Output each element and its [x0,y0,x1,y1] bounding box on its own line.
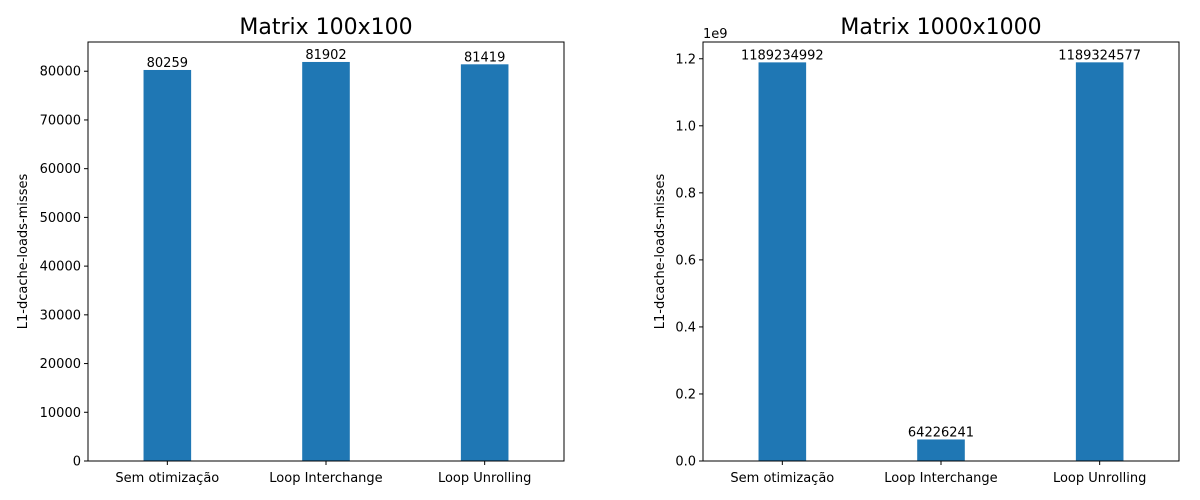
matrix-100-ylabel: L1-dcache-loads-misses [16,174,31,330]
chart-matrix-1000: Matrix 1000x1000 1189234992 64226241 118932… [653,15,1180,486]
matrix-1000-data-label-2: 1189324577 [1058,48,1141,63]
matrix-100-ytick-label-2: 20000 [40,357,81,372]
matrix-100-data-label-0: 80259 [147,56,188,71]
matrix-100-ytick-label-6: 60000 [40,162,81,177]
matrix-100-bar-2 [460,64,509,461]
matrix-100-ytick-label-1: 10000 [40,406,81,421]
matrix-1000-ytick-label-0: 0.0 [675,455,696,470]
matrix-100-ytick-label-7: 70000 [40,113,81,128]
matrix-1000-ytick-label-4: 0.8 [675,186,696,201]
matrix-1000-data-label-0: 1189234992 [741,48,824,63]
matrix-100-data-label-2: 81419 [464,50,505,65]
matrix-100-ytick-label-3: 30000 [40,308,81,323]
matrix-1000-ytick-label-6: 1.2 [675,52,696,67]
matrix-100-data-label-1: 81902 [305,48,346,63]
matrix-1000-bar-0 [758,62,807,461]
matrix-100-xtick-label-0: Sem otimização [115,471,219,486]
matrix-100-title: Matrix 100x100 [239,15,412,40]
matrix-100-bar-0 [143,69,192,461]
matrix-100-ytick-label-0: 0 [73,455,81,470]
matrix-100-ytick-label-8: 80000 [40,65,81,80]
matrix-100-xtick-label-2: Loop Unrolling [438,471,531,486]
matrix-1000-ytick-label-2: 0.4 [675,320,696,335]
matrix-1000-ytick-label-5: 1.0 [675,119,696,134]
matrix-1000-bar-1 [917,439,965,461]
matrix-1000-title: Matrix 1000x1000 [840,15,1041,40]
matrix-100-xtick-label-1: Loop Interchange [269,471,382,486]
chart-matrix-100: Matrix 100x100 80259 81902 81419 0 10000 20000… [16,15,565,486]
matrix-100-ytick-label-4: 40000 [40,260,81,275]
matrix-1000-xtick-label-2: Loop Unrolling [1053,471,1146,486]
matrix-100-bar-1 [302,61,350,462]
matrix-1000-ytick-label-3: 0.6 [675,253,696,268]
matrix-1000-xtick-label-1: Loop Interchange [884,471,997,486]
matrix-1000-ylabel: L1-dcache-loads-misses [653,174,668,330]
matrix-100-ytick-label-5: 50000 [40,211,81,226]
matrix-1000-offset-text: 1e9 [703,27,728,42]
matrix-1000-xtick-label-0: Sem otimização [730,471,834,486]
matrix-1000-ytick-label-1: 0.2 [675,387,696,402]
matrix-1000-bar-2 [1075,62,1124,461]
matrix-1000-data-label-1: 64226241 [908,425,974,440]
